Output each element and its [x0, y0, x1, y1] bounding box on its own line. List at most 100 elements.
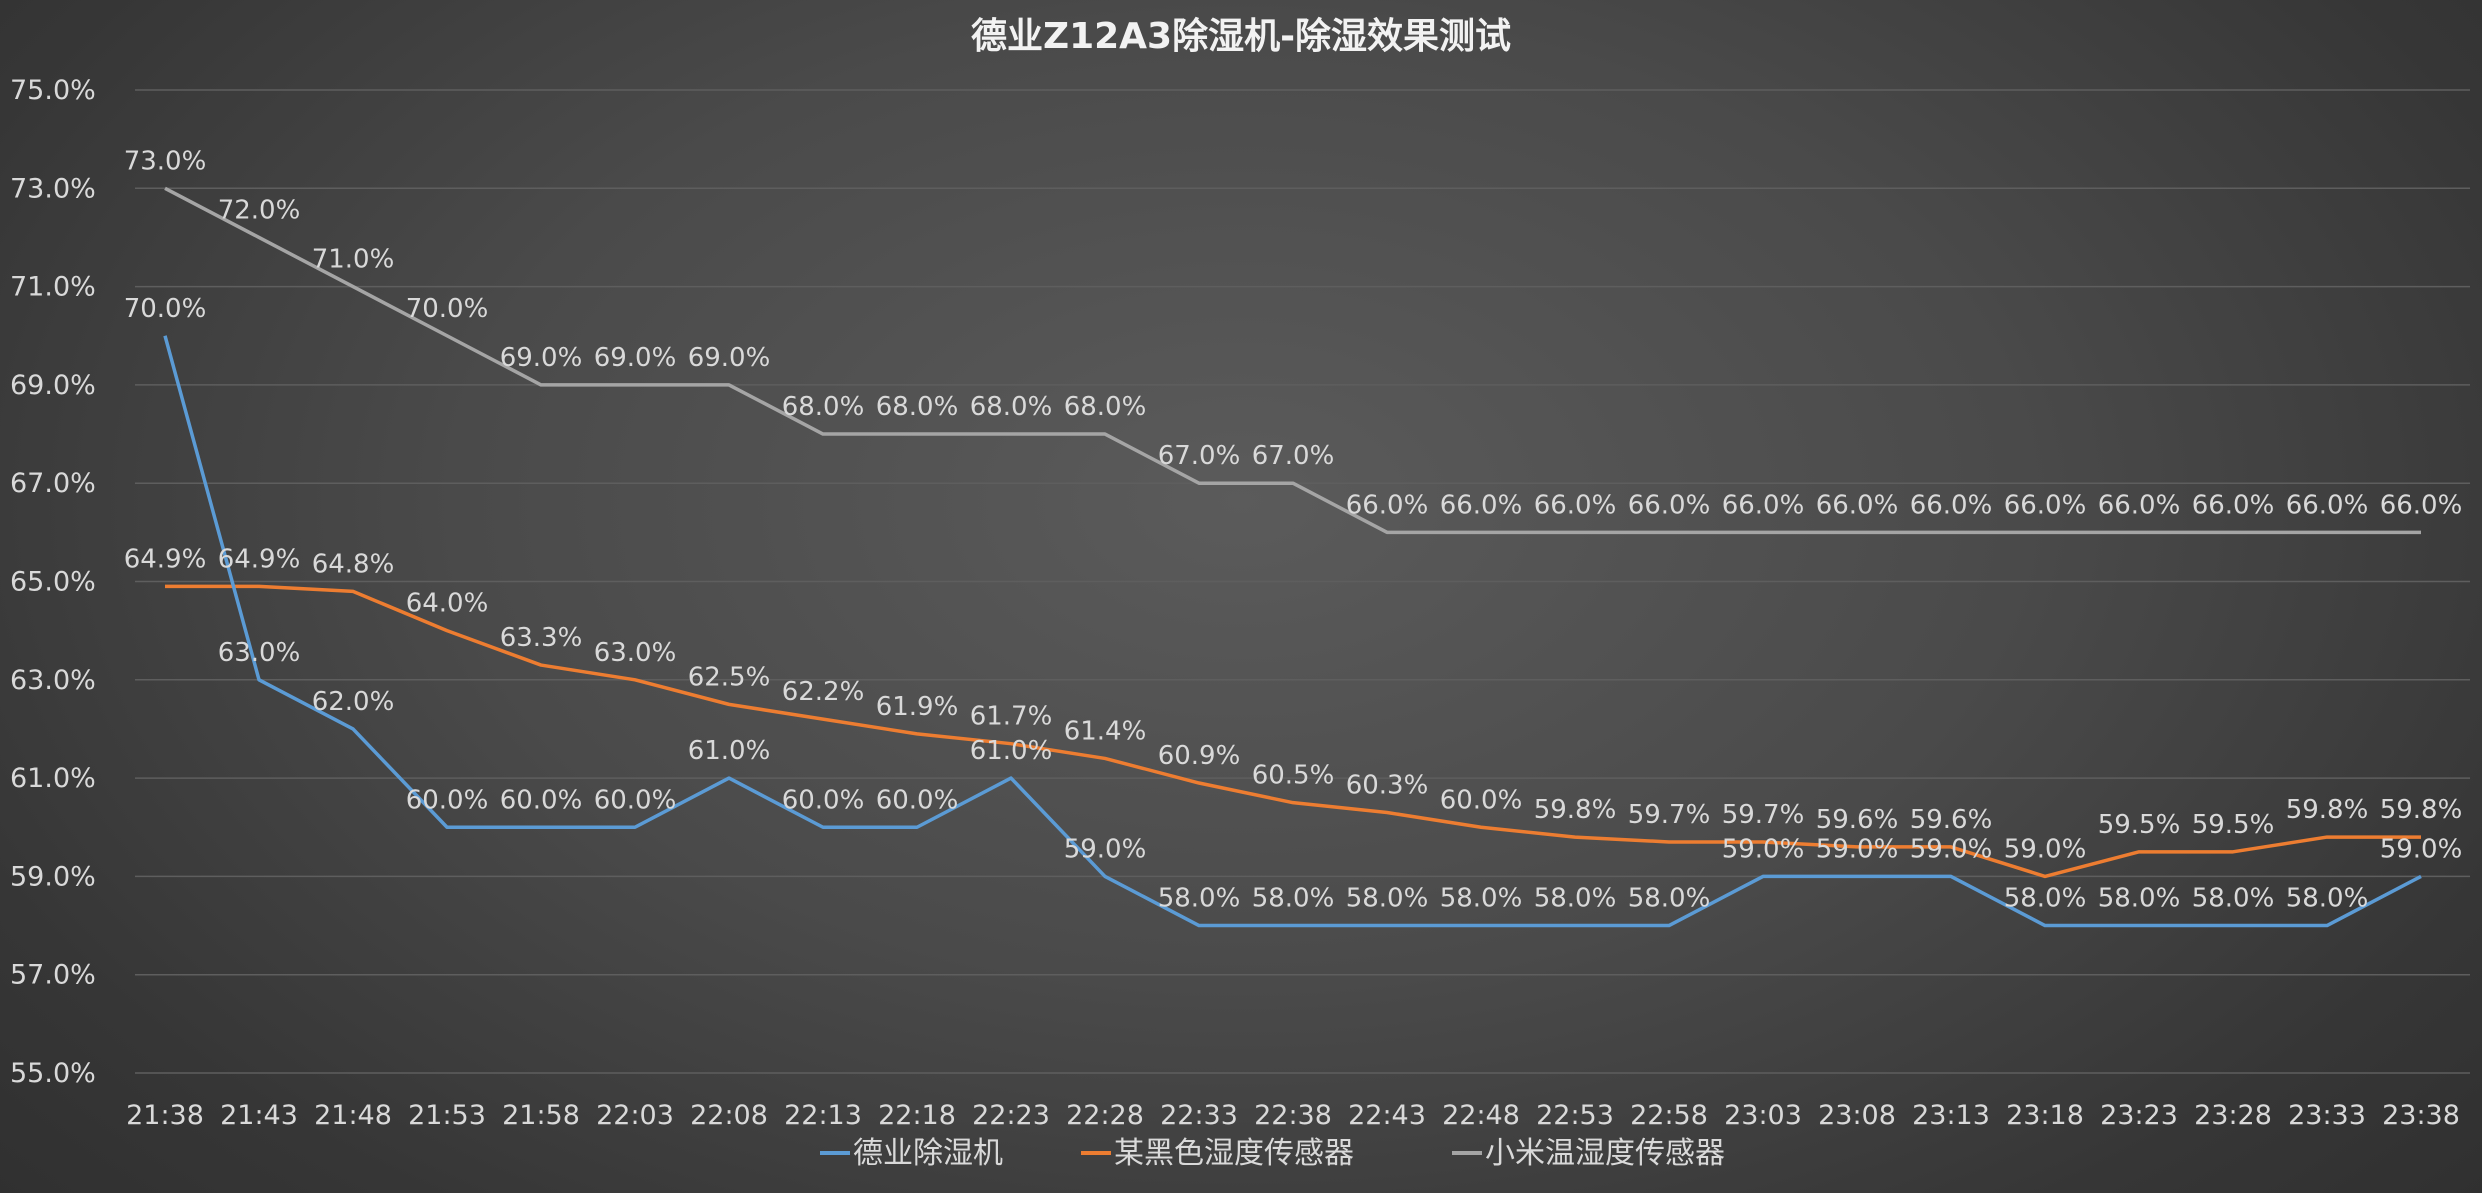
data-label: 59.0%: [1816, 834, 1899, 864]
y-tick-label: 75.0%: [10, 75, 96, 106]
data-label: 66.0%: [1816, 490, 1899, 520]
data-label: 59.0%: [2380, 834, 2463, 864]
data-label: 66.0%: [1628, 490, 1711, 520]
data-label: 69.0%: [688, 343, 771, 373]
data-label: 60.0%: [1440, 785, 1523, 815]
data-label: 64.0%: [406, 589, 489, 619]
x-tick-label: 23:33: [2288, 1100, 2366, 1131]
data-label: 66.0%: [2098, 490, 2181, 520]
legend: 德业除湿机 某黑色湿度传感器 小米温湿度传感器: [820, 1136, 1725, 1171]
x-tick-label: 22:38: [1254, 1100, 1332, 1131]
data-label: 59.0%: [1722, 834, 1805, 864]
data-label: 58.0%: [1628, 884, 1711, 914]
x-tick-label: 22:53: [1536, 1100, 1614, 1131]
data-label: 66.0%: [2004, 490, 2087, 520]
data-label: 59.7%: [1722, 800, 1805, 830]
data-label: 63.0%: [594, 638, 677, 668]
y-tick-label: 65.0%: [10, 567, 96, 598]
data-label: 59.8%: [1534, 795, 1617, 825]
data-label: 66.0%: [2286, 490, 2369, 520]
data-label: 69.0%: [594, 343, 677, 373]
x-tick-label: 23:18: [2006, 1100, 2084, 1131]
data-label: 59.8%: [2286, 795, 2369, 825]
grid: [135, 89, 2470, 1074]
series-lines: [163, 186, 2422, 928]
data-label: 73.0%: [124, 146, 207, 176]
y-tick-label: 55.0%: [10, 1058, 96, 1089]
data-label: 58.0%: [2004, 884, 2087, 914]
data-label: 59.6%: [1816, 805, 1899, 835]
data-label: 68.0%: [970, 392, 1053, 422]
data-label: 62.0%: [312, 687, 395, 717]
data-label: 60.0%: [782, 785, 865, 815]
x-tick-label: 21:38: [126, 1100, 204, 1131]
x-tick-label: 22:23: [972, 1100, 1050, 1131]
data-label: 58.0%: [2192, 884, 2275, 914]
data-label: 59.0%: [1910, 834, 1993, 864]
x-tick-label: 23:38: [2382, 1100, 2460, 1131]
data-label: 70.0%: [124, 294, 207, 324]
data-label: 60.9%: [1158, 741, 1241, 771]
data-label: 60.3%: [1346, 771, 1429, 801]
x-tick-label: 22:03: [596, 1100, 674, 1131]
y-tick-label: 61.0%: [10, 763, 96, 794]
x-tick-label: 22:08: [690, 1100, 768, 1131]
data-label: 59.8%: [2380, 795, 2463, 825]
y-tick-label: 67.0%: [10, 468, 96, 499]
data-label: 63.0%: [218, 638, 301, 668]
x-tick-label: 21:48: [314, 1100, 392, 1131]
data-label: 58.0%: [2286, 884, 2369, 914]
series-line-2: [164, 186, 2421, 535]
data-label: 66.0%: [1440, 490, 1523, 520]
data-label: 60.0%: [406, 785, 489, 815]
data-label: 70.0%: [406, 294, 489, 324]
data-labels: 73.0% 72.0% 71.0% 70.0% 69.0% 69.0% 69.0% 68.0%…: [124, 146, 2463, 913]
data-label: 64.9%: [124, 544, 207, 574]
data-label: 60.5%: [1252, 761, 1335, 791]
x-axis: 21:38 21:43 21:48 21:53 21:58 22:03 22:08 22:13…: [126, 1100, 2460, 1131]
x-tick-label: 23:23: [2100, 1100, 2178, 1131]
data-label: 61.9%: [876, 692, 959, 722]
data-label: 61.4%: [1064, 716, 1147, 746]
data-label: 67.0%: [1252, 441, 1335, 471]
series-line-1: [165, 584, 2421, 879]
x-tick-label: 22:58: [1630, 1100, 1708, 1131]
data-label: 58.0%: [2098, 884, 2181, 914]
x-tick-label: 23:08: [1818, 1100, 1896, 1131]
x-tick-label: 22:18: [878, 1100, 956, 1131]
data-label: 58.0%: [1346, 884, 1429, 914]
x-tick-label: 22:33: [1160, 1100, 1238, 1131]
data-label: 72.0%: [218, 195, 301, 225]
data-label: 61.0%: [970, 736, 1053, 766]
data-label: 59.5%: [2192, 810, 2275, 840]
data-label: 59.5%: [2098, 810, 2181, 840]
x-tick-label: 23:03: [1724, 1100, 1802, 1131]
data-label: 58.0%: [1534, 884, 1617, 914]
data-label: 66.0%: [1910, 490, 1993, 520]
data-label: 66.0%: [1346, 490, 1429, 520]
y-tick-label: 57.0%: [10, 960, 96, 991]
data-label: 64.8%: [312, 549, 395, 579]
data-label: 59.0%: [1064, 834, 1147, 864]
data-label: 66.0%: [1534, 490, 1617, 520]
data-label: 60.0%: [876, 785, 959, 815]
y-tick-label: 71.0%: [10, 272, 96, 303]
data-label: 66.0%: [2192, 490, 2275, 520]
y-axis: 75.0% 73.0% 71.0% 69.0% 67.0% 65.0% 63.0% 61.0%…: [10, 75, 96, 1089]
data-label: 69.0%: [500, 343, 583, 373]
data-label: 62.5%: [688, 662, 771, 692]
chart-title: 德业Z12A3除湿机-除湿效果测试: [971, 16, 1511, 57]
data-label: 63.3%: [500, 623, 583, 653]
legend-label: 某黑色湿度传感器: [1114, 1136, 1354, 1171]
y-tick-label: 69.0%: [10, 370, 96, 401]
data-label: 59.6%: [1910, 805, 1993, 835]
data-label: 58.0%: [1440, 884, 1523, 914]
x-tick-label: 21:53: [408, 1100, 486, 1131]
data-label: 68.0%: [1064, 392, 1147, 422]
data-label: 58.0%: [1252, 884, 1335, 914]
data-label: 71.0%: [312, 245, 395, 275]
x-tick-label: 22:13: [784, 1100, 862, 1131]
data-label: 58.0%: [1158, 884, 1241, 914]
x-tick-label: 22:28: [1066, 1100, 1144, 1131]
